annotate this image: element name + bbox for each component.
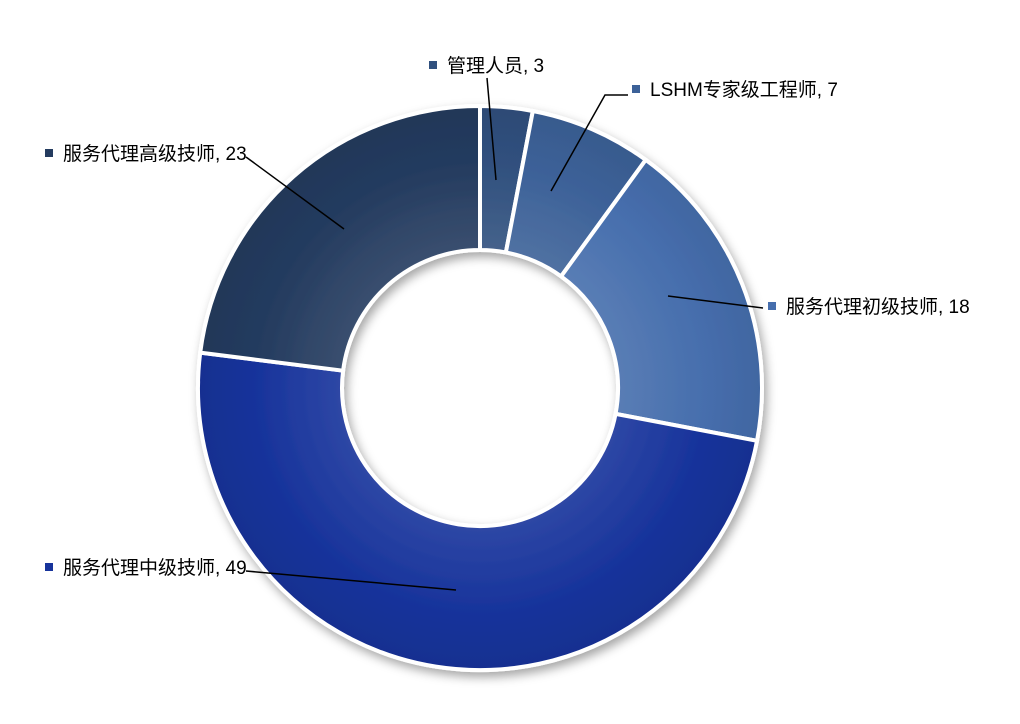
slice-label: 服务代理初级技师, 18 xyxy=(786,297,970,318)
pie-slice xyxy=(196,350,760,673)
leader-line xyxy=(245,156,345,230)
legend-bullet-icon xyxy=(429,61,437,69)
slice-label: 管理人员, 3 xyxy=(447,56,545,77)
leader-line xyxy=(486,77,497,181)
donut-slices xyxy=(196,104,764,673)
slice-callout-junior-technician: 服务代理初级技师, 18 xyxy=(768,297,970,319)
slice-callout-lshm-expert-engineer: LSHM专家级工程师, 7 xyxy=(632,80,838,102)
slice-callout-senior-technician: 服务代理高级技师, 23 xyxy=(45,144,247,166)
pie-slice xyxy=(559,157,764,443)
slice-label: LSHM专家级工程师, 7 xyxy=(650,80,838,101)
legend-bullet-icon xyxy=(45,563,53,571)
legend-bullet-icon xyxy=(768,302,776,310)
legend-bullet-icon xyxy=(45,149,53,157)
leader-line xyxy=(245,570,457,591)
pie-slice xyxy=(198,104,482,373)
legend-bullet-icon xyxy=(632,85,640,93)
leader-line xyxy=(667,295,764,309)
leader-line xyxy=(550,94,628,192)
leader-lines xyxy=(245,77,764,591)
slice-label: 服务代理中级技师, 49 xyxy=(63,558,247,579)
slice-label: 服务代理高级技师, 23 xyxy=(63,144,247,165)
slice-callout-mid-technician: 服务代理中级技师, 49 xyxy=(45,558,247,580)
slice-callout-admin: 管理人员, 3 xyxy=(429,56,544,78)
